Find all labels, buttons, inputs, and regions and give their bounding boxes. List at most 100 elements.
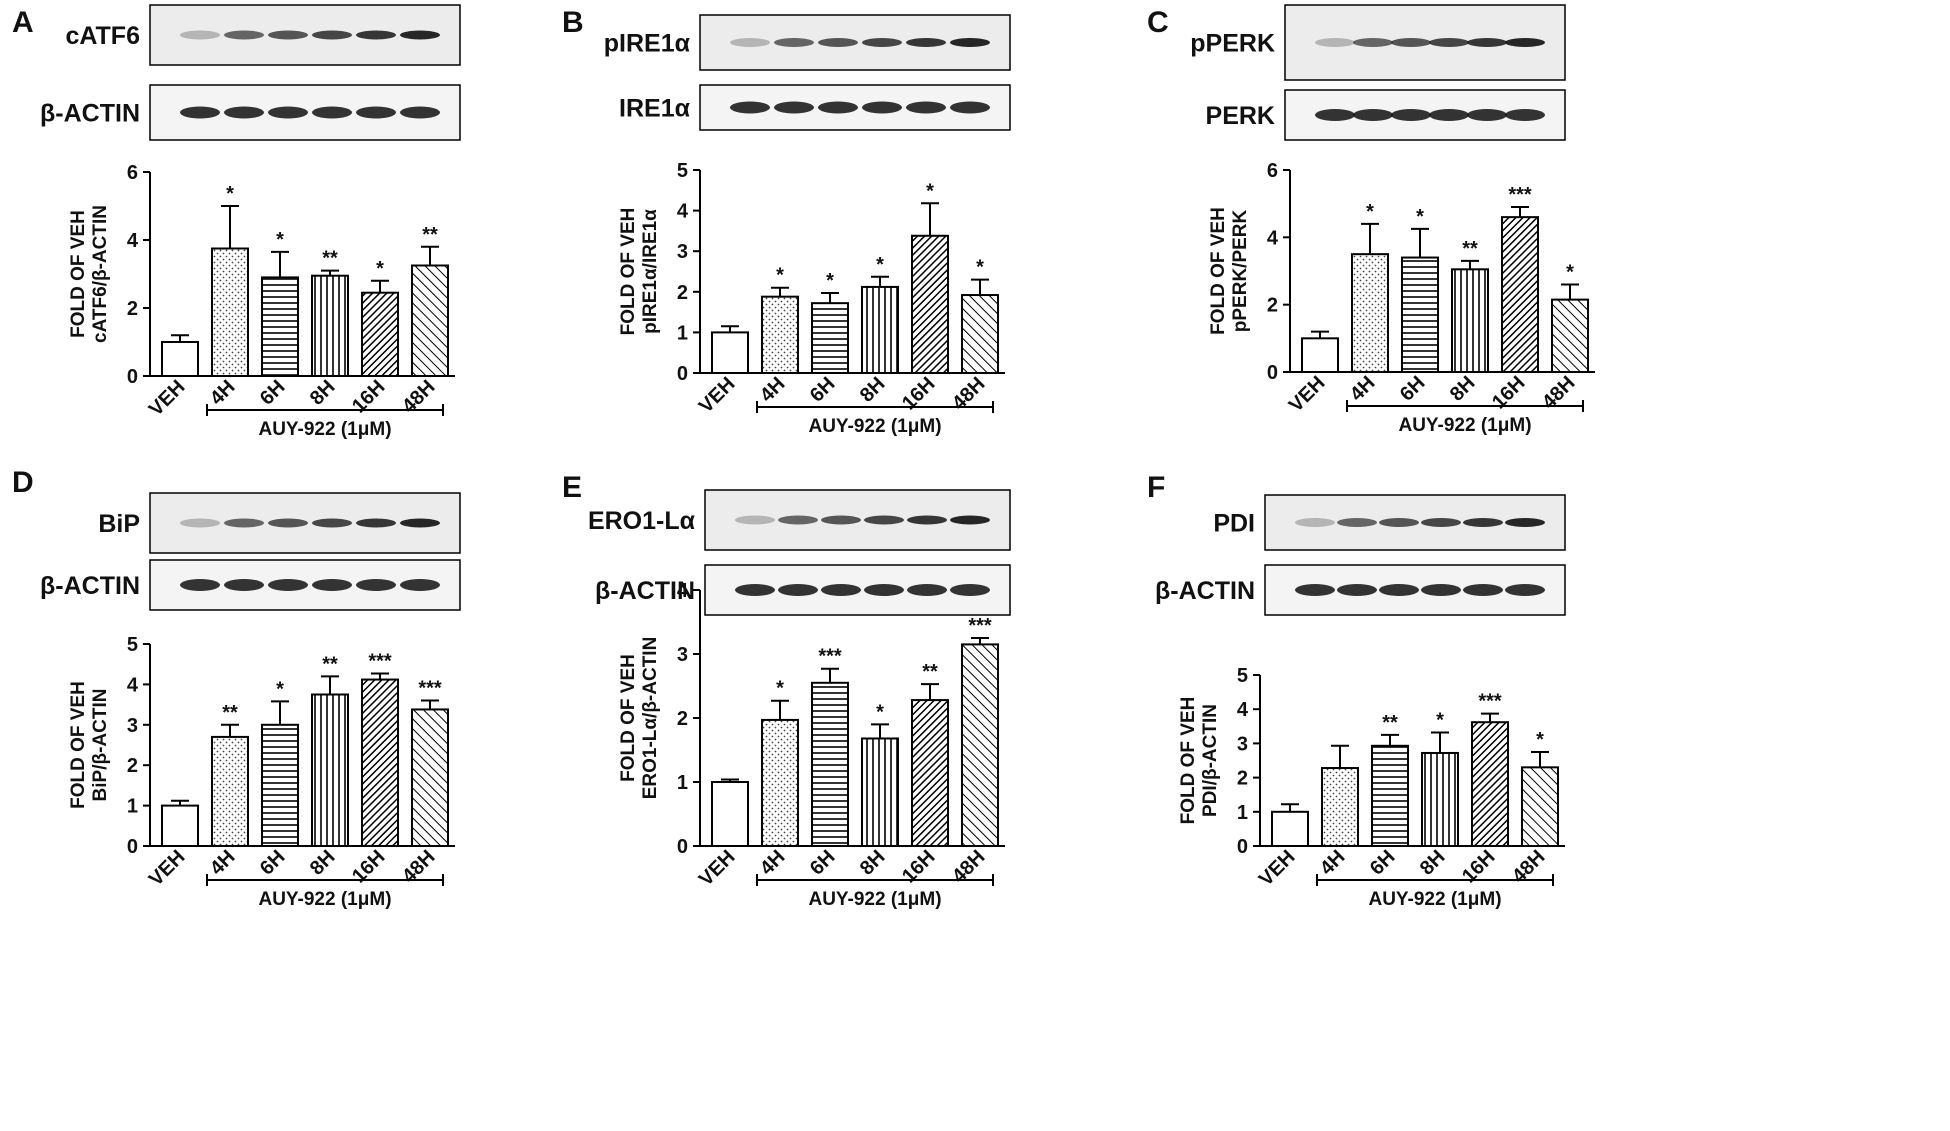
significance: **	[922, 661, 938, 683]
blot-band	[821, 584, 861, 596]
bar	[1551, 298, 1589, 373]
y-tick-label: 2	[677, 708, 688, 730]
blot-band	[1505, 584, 1545, 596]
significance: ***	[418, 678, 442, 700]
blot-band	[1463, 584, 1503, 596]
panel-label: F	[1147, 471, 1165, 504]
error-bar	[421, 245, 439, 266]
y-tick-label: 5	[677, 160, 688, 182]
x-tick-label: 16H	[1488, 372, 1530, 414]
group-label: AUY-922 (1μM)	[808, 416, 941, 437]
y-tick-label: 3	[127, 715, 138, 737]
blot-label: pPERK	[1190, 30, 1275, 58]
blot-band	[1391, 109, 1431, 121]
x-tick-label: VEH	[695, 373, 740, 418]
error-bar	[1331, 744, 1349, 769]
error-bar	[1481, 712, 1499, 723]
blot-label: β-ACTIN	[40, 572, 140, 600]
x-tick-label: 8H	[1446, 372, 1480, 406]
blot-band	[950, 584, 990, 596]
bar	[311, 693, 349, 847]
bar	[861, 285, 899, 375]
blot-band	[356, 106, 396, 119]
x-tick-label: 8H	[306, 376, 340, 410]
bar	[361, 678, 399, 847]
x-tick-label: VEH	[695, 846, 740, 891]
group-bracket	[206, 404, 444, 416]
blot-band	[1467, 109, 1507, 121]
x-tick-label: 4H	[756, 846, 790, 880]
x-tick-label: 16H	[898, 373, 940, 415]
blot-band	[1505, 38, 1545, 47]
y-tick-label: 3	[1237, 733, 1248, 755]
error-bar	[721, 778, 739, 782]
y-axis-label: FOLD OF VEH	[1178, 697, 1199, 825]
blot-band	[730, 101, 770, 114]
error-bar	[971, 637, 989, 645]
error-bar	[1381, 733, 1399, 746]
bar	[861, 737, 899, 847]
error-bar	[1511, 206, 1529, 218]
bar	[911, 234, 949, 374]
blot-band	[356, 30, 396, 40]
blot-label: IRE1α	[619, 95, 691, 123]
error-bar	[1461, 259, 1479, 270]
y-axis-label: FOLD OF VEH	[68, 210, 89, 338]
blot-band	[735, 584, 775, 596]
x-tick-label: 4H	[1316, 846, 1350, 880]
group-bracket	[756, 874, 994, 886]
blot-label: cATF6	[65, 22, 140, 50]
blot-band	[356, 518, 396, 528]
blot-band	[400, 579, 440, 591]
panel-label: B	[562, 6, 584, 39]
blot-band	[774, 38, 814, 47]
group-bracket	[206, 874, 444, 886]
bar	[411, 264, 449, 377]
x-tick-label: 8H	[856, 846, 890, 880]
group-label: AUY-922 (1μM)	[808, 889, 941, 910]
blot-band	[862, 101, 902, 114]
bar	[1401, 256, 1439, 373]
group-label: AUY-922 (1μM)	[1368, 889, 1501, 910]
blot-label: BiP	[98, 510, 140, 538]
x-tick-label: VEH	[145, 376, 190, 421]
group-bracket	[1346, 400, 1584, 412]
y-axis-label: ERO1-Lα/β-ACTIN	[640, 637, 661, 800]
blot-band	[778, 584, 818, 596]
blot-band	[1379, 518, 1419, 527]
bar	[711, 781, 749, 847]
panel-label: E	[562, 471, 582, 504]
y-tick-label: 3	[677, 241, 688, 263]
y-axis-label: FOLD OF VEH	[68, 681, 89, 809]
blot-band	[1337, 584, 1377, 596]
group-label: AUY-922 (1μM)	[258, 889, 391, 910]
y-tick-label: 4	[677, 201, 689, 223]
bar	[261, 276, 299, 377]
blot-band	[1315, 109, 1355, 121]
blot-band	[1353, 38, 1393, 47]
x-tick-label: 48H	[1538, 372, 1580, 414]
blot-label: PDI	[1213, 510, 1255, 538]
significance: ***	[818, 646, 842, 668]
blot-band	[180, 579, 220, 591]
y-axis-label: BiP/β-ACTIN	[90, 689, 111, 802]
bar	[161, 804, 199, 847]
x-tick-label: 6H	[1396, 372, 1430, 406]
x-tick-label: 6H	[256, 376, 290, 410]
error-bar	[271, 250, 289, 278]
bar	[361, 291, 399, 378]
x-tick-label: VEH	[1255, 846, 1300, 891]
x-tick-label: 48H	[398, 376, 440, 418]
y-tick-label: 0	[127, 836, 138, 858]
x-tick-label: 6H	[806, 846, 840, 880]
significance: ***	[968, 615, 992, 637]
bar	[261, 723, 299, 847]
blot-band	[312, 106, 352, 119]
y-tick-label: 0	[1267, 362, 1278, 384]
bar	[311, 274, 349, 378]
y-tick-label: 2	[127, 755, 138, 777]
bar	[1371, 744, 1409, 848]
significance: *	[876, 701, 884, 723]
x-tick-label: 16H	[348, 846, 390, 888]
